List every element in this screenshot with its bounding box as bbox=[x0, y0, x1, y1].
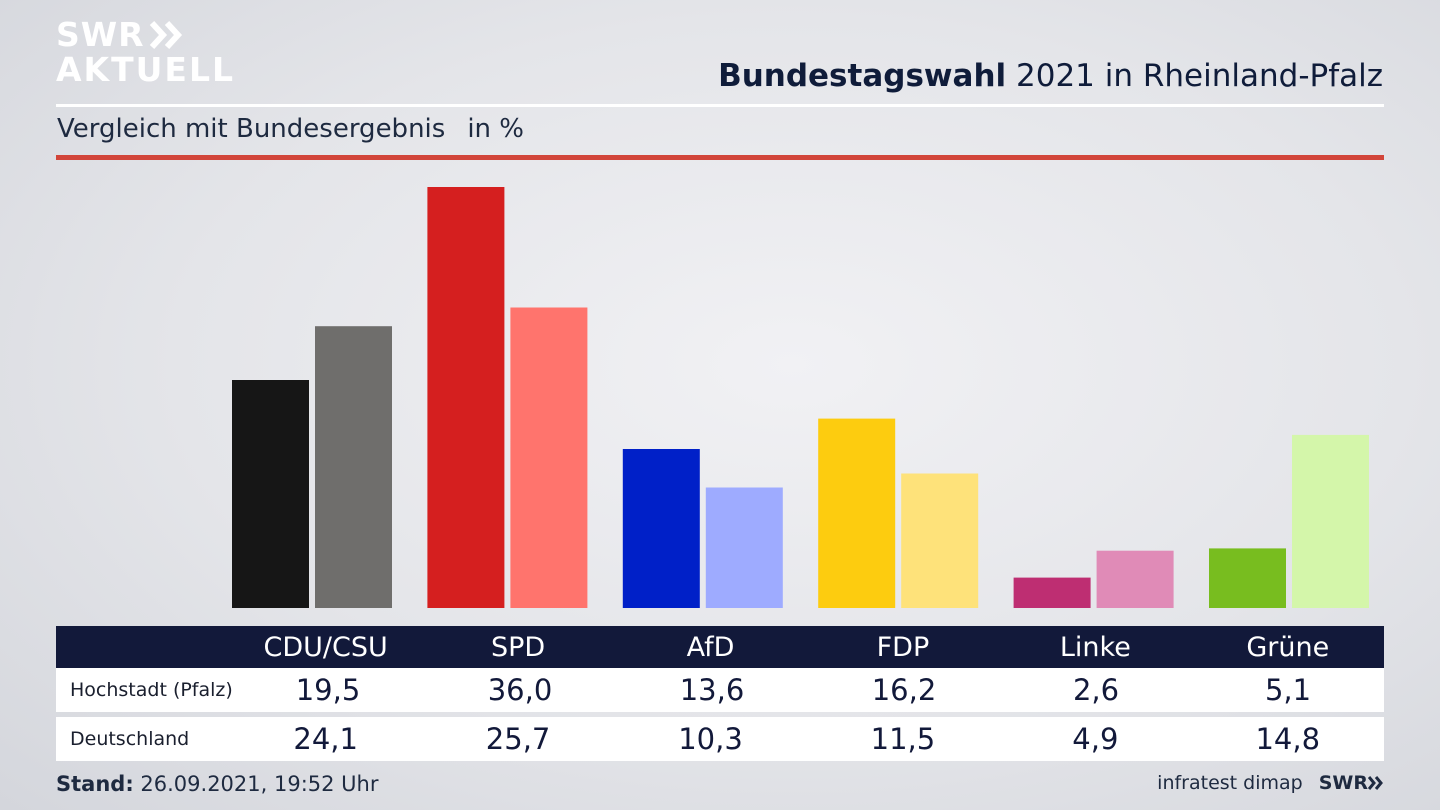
chart-subtitle: Vergleich mit Bundesergebnis in % bbox=[57, 114, 524, 144]
bar-afd-series-2 bbox=[705, 487, 783, 608]
bar-cdu-csu-series-2 bbox=[315, 326, 392, 608]
bar-cdu-csu-series-1 bbox=[232, 380, 309, 608]
bar-spd-series-1 bbox=[427, 187, 505, 608]
bar-linke-series-2 bbox=[1096, 550, 1174, 608]
table-cell: 2,6 bbox=[1072, 673, 1120, 707]
table-row: Deutschland 24,1 25,7 10,3 11,5 4,9 14,8 bbox=[56, 717, 1384, 761]
table-cell: 19,5 bbox=[295, 673, 361, 707]
swr-brand: SWR bbox=[1319, 772, 1384, 794]
table-cell: 36,0 bbox=[487, 673, 553, 707]
column-header: SPD bbox=[490, 631, 546, 663]
header-divider bbox=[56, 104, 1384, 107]
table-cell: 25,7 bbox=[485, 722, 551, 756]
source-credit: infratest dimap SWR bbox=[1157, 772, 1384, 794]
logo-line2: AKTUELL bbox=[56, 50, 236, 89]
chart-title: Bundestagswahl 2021 in Rheinland-Pfalz bbox=[718, 58, 1383, 94]
title-bold: Bundestagswahl bbox=[718, 58, 1007, 94]
bar-chart bbox=[232, 187, 1369, 608]
accent-rule bbox=[56, 155, 1384, 160]
bar-gr-ne-series-2 bbox=[1292, 434, 1369, 608]
column-header: CDU/CSU bbox=[263, 631, 388, 663]
bar-fdp-series-1 bbox=[818, 418, 896, 608]
column-header: FDP bbox=[876, 631, 930, 663]
brand-text: SWR bbox=[1318, 772, 1368, 794]
table-cell: 24,1 bbox=[293, 722, 358, 756]
source-text: infratest dimap bbox=[1157, 772, 1303, 794]
table-cell: 5,1 bbox=[1264, 673, 1312, 707]
table-cell: 13,6 bbox=[679, 673, 745, 707]
results-table: CDU/CSU SPD AfD FDP Linke Grüne Hochstad… bbox=[56, 626, 1384, 761]
table-cell: 14,8 bbox=[1255, 722, 1321, 756]
column-header: Grüne bbox=[1246, 631, 1330, 663]
double-chevron-icon bbox=[1368, 776, 1383, 790]
table-cell: 4,9 bbox=[1072, 722, 1119, 756]
timestamp: Stand: 26.09.2021, 19:52 Uhr bbox=[56, 772, 379, 796]
logo-line1: SWR bbox=[56, 15, 145, 54]
stand-label: Stand: bbox=[56, 772, 134, 796]
bar-gr-ne-series-1 bbox=[1209, 548, 1286, 608]
double-chevron-icon bbox=[149, 20, 182, 49]
stand-value: 26.09.2021, 19:52 Uhr bbox=[133, 772, 379, 796]
bar-spd-series-2 bbox=[510, 307, 588, 608]
table-header-row: CDU/CSU SPD AfD FDP Linke Grüne bbox=[56, 626, 1384, 668]
bar-fdp-series-2 bbox=[901, 473, 979, 608]
row-label: Deutschland bbox=[70, 728, 190, 750]
column-header: AfD bbox=[686, 631, 735, 663]
table-cell: 16,2 bbox=[871, 673, 937, 707]
bar-afd-series-1 bbox=[622, 449, 700, 608]
swr-aktuell-logo: SWR AKTUELL bbox=[56, 18, 235, 86]
column-header: Linke bbox=[1059, 631, 1131, 663]
table-cell: 11,5 bbox=[870, 722, 936, 756]
row-label: Hochstadt (Pfalz) bbox=[70, 679, 233, 701]
subtitle-text: Vergleich mit Bundesergebnis bbox=[57, 114, 446, 144]
title-rest: 2021 in Rheinland-Pfalz bbox=[1006, 58, 1383, 94]
bar-linke-series-1 bbox=[1013, 577, 1091, 608]
table-row: Hochstadt (Pfalz) 19,5 36,0 13,6 16,2 2,… bbox=[56, 668, 1384, 712]
table-cell: 10,3 bbox=[678, 722, 743, 756]
subtitle-unit: in % bbox=[467, 114, 524, 144]
